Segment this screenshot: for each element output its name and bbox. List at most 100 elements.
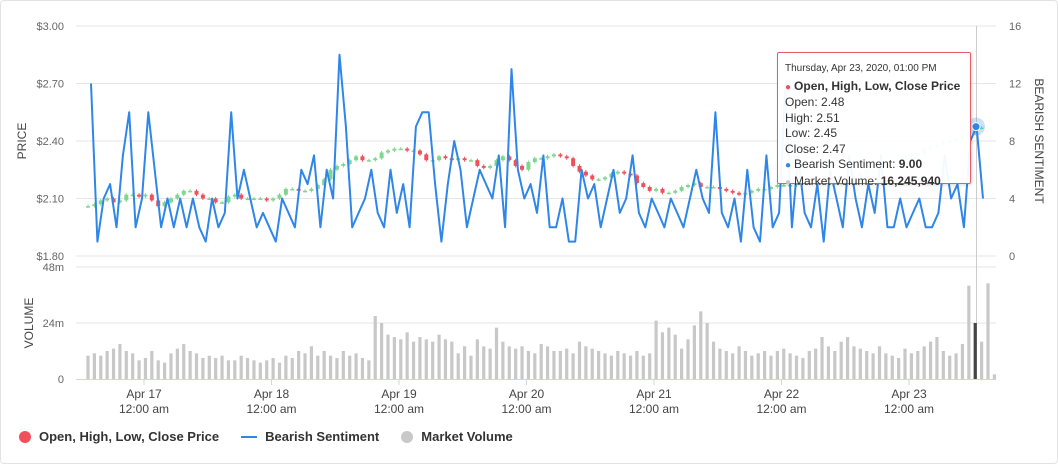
volume-bar [399,339,403,379]
candle-body [596,179,601,181]
volume-bar [724,351,728,379]
volume-bar [316,355,320,379]
volume-bar [814,348,818,379]
candle-body [666,192,671,195]
volume-bar [462,346,467,379]
tooltip-volume-bullet-icon: ● [785,176,792,188]
candle-body [137,194,142,197]
volume-bar [788,353,792,379]
volume-bar [954,353,958,379]
volume-bar [411,341,416,379]
candle-body [532,158,537,163]
x-tick-time: 12:00 am [756,402,806,416]
candle-body [539,158,544,160]
candle-body [220,202,225,204]
volume-bar [667,327,671,379]
candle-body [468,160,473,162]
candle-body [405,148,410,151]
volume-bar [980,341,984,379]
volume-bar [603,353,607,379]
volume-bar [852,346,856,379]
candle-body [303,190,308,193]
legend-item-volume[interactable]: Market Volume [401,429,513,444]
candle-body [239,194,244,199]
volume-bar [590,348,594,379]
candle-body [583,171,588,176]
candle-body [130,194,135,197]
price-axis-title: PRICE [15,123,29,160]
x-tick-day: Apr 22 [764,387,800,401]
volume-bar [711,341,716,379]
volume-bar [654,320,658,379]
volume-bar [584,346,588,379]
volume-bar [539,344,543,379]
volume-bar [756,353,760,379]
candle-body [290,188,295,191]
candle-body [768,187,773,189]
candle-body [634,175,639,184]
legend-item-ohlc[interactable]: Open, High, Low, Close Price [19,429,219,444]
candle-body [775,185,780,187]
volume-bar [162,362,167,379]
volume-bar [865,351,869,379]
candle-body [213,198,218,203]
candle-body [226,196,231,203]
candle-body [679,187,684,191]
candle-body [143,194,148,197]
candle-body [500,156,505,161]
candle-body [417,150,422,155]
volume-bar [897,358,901,379]
legend-dot-icon [401,430,414,443]
volume-bar [928,341,933,379]
volume-bar [941,351,945,379]
volume-bar [150,351,154,379]
volume-bar [277,362,282,379]
candle-body [392,148,397,151]
tooltip-close: Close: 2.47 [785,141,846,156]
volume-tick-label: 24m [43,318,64,330]
volume-bar [335,358,339,379]
volume-bar [692,325,696,379]
candle-body [475,160,480,166]
x-tick-time: 12:00 am [119,402,169,416]
candle-body [322,179,327,186]
tooltip-series-name: Open, High, Low, Close Price [794,78,961,93]
sentiment-axis-title: BEARISH SENTIMENT [1032,78,1046,204]
volume-bar [137,360,141,379]
candle-body [507,156,512,161]
volume-bar [807,351,811,379]
volume-bar [845,337,850,379]
volume-bar [354,353,358,379]
volume-bar [271,358,275,379]
legend-dot-icon [19,430,31,443]
candle-body [373,158,378,161]
candle-body [194,190,199,195]
candle-body [92,204,97,207]
volume-bar [565,348,569,379]
volume-bar [552,351,556,379]
sentiment-tick-label: 0 [1009,251,1015,263]
volume-bar [660,332,665,379]
volume-bar [418,337,422,379]
candle-body [386,150,390,153]
volume-bar [284,355,288,379]
volume-bar [922,346,926,379]
volume-bar [718,348,722,379]
candle-body [660,188,665,193]
volume-bar [877,346,882,379]
candle-body [622,171,627,174]
candle-body [258,198,263,200]
candle-body [724,188,729,191]
candle-body [545,156,550,159]
volume-bar [750,355,754,379]
candle-body [124,194,129,201]
x-tick-time: 12:00 am [374,402,424,416]
legend-item-sentiment[interactable]: Bearish Sentiment [241,429,379,444]
hover-point [971,122,981,132]
candle-body [162,202,167,207]
volume-bar [245,358,250,379]
candle-body [117,200,122,203]
volume-bar [737,346,741,379]
candle-body [571,158,576,166]
